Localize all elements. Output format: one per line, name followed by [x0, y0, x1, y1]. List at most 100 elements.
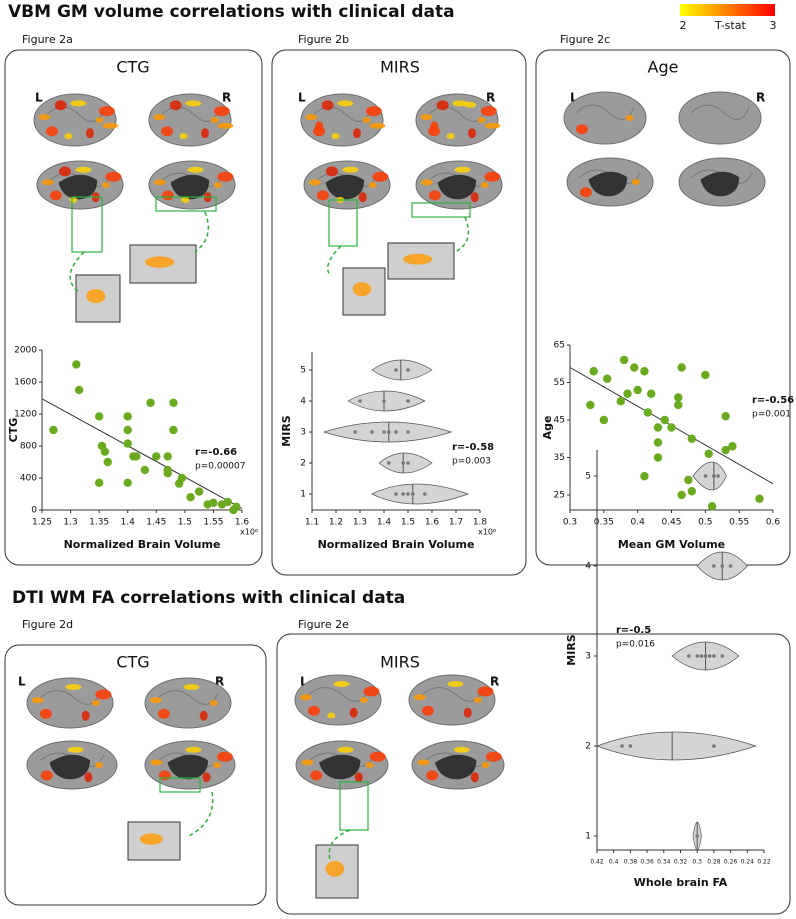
x-tick-label: 1.7: [449, 518, 463, 528]
point: [123, 425, 132, 435]
point: [394, 430, 398, 434]
point: [163, 452, 172, 461]
point: [699, 654, 704, 658]
activation: [307, 705, 320, 716]
point: [411, 492, 415, 496]
arrow: [194, 211, 210, 253]
brain-medial: [49, 754, 90, 780]
activation: [363, 686, 380, 697]
point: [177, 473, 187, 483]
x-tick-label: 1.3: [353, 518, 367, 528]
activation: [464, 101, 477, 108]
figure-label: Figure 2c: [560, 33, 610, 46]
point: [720, 564, 725, 568]
x-axis-label: Normalized Brain Volume: [318, 538, 475, 551]
point: [755, 494, 764, 503]
hemisphere-label: L: [298, 91, 306, 105]
point: [687, 434, 696, 443]
y-axis-label: MIRS: [565, 634, 578, 666]
activation: [299, 694, 312, 701]
activation: [95, 762, 103, 768]
roi-box: [155, 196, 217, 212]
activation: [213, 762, 221, 768]
x-tick-label: 1.55: [203, 518, 223, 528]
activation: [95, 689, 112, 700]
inset-activation: [403, 253, 433, 265]
point: [406, 430, 410, 434]
activation: [38, 114, 51, 121]
hemisphere-label: L: [18, 675, 26, 689]
point: [728, 442, 737, 451]
point: [653, 423, 663, 432]
point: [623, 389, 632, 398]
activation: [39, 708, 52, 719]
point: [146, 398, 155, 407]
panel-title: CTG: [116, 58, 149, 77]
point: [653, 438, 663, 447]
x-tick-label: 1.35: [89, 518, 109, 528]
point: [707, 654, 712, 658]
point: [716, 474, 720, 478]
activation: [58, 166, 71, 177]
point: [387, 461, 391, 465]
activation: [413, 694, 426, 701]
activation: [85, 128, 94, 139]
point: [406, 492, 410, 496]
activation: [470, 772, 479, 783]
violin: [378, 452, 433, 474]
x-tick-label: 0.3: [563, 518, 577, 528]
point: [382, 430, 386, 434]
point: [628, 744, 633, 748]
x-tick-label: 1.5: [401, 518, 415, 528]
activation: [365, 762, 374, 768]
activation: [69, 196, 78, 203]
point: [232, 502, 241, 511]
point: [406, 399, 410, 403]
x-tick-label: 0.28: [707, 859, 721, 866]
activation: [41, 179, 54, 186]
activation: [631, 179, 640, 185]
activation: [161, 190, 174, 201]
activation: [157, 708, 170, 719]
activation: [417, 759, 430, 766]
y-tick-label: 2000: [14, 346, 37, 356]
activation: [101, 182, 110, 188]
point: [94, 478, 104, 487]
panel-box: [276, 633, 791, 915]
activation: [95, 117, 104, 123]
point: [701, 370, 710, 380]
activation: [98, 106, 115, 117]
roi-box: [159, 777, 201, 793]
activation: [477, 686, 494, 697]
annotation: r=-0.56: [752, 395, 794, 406]
annotation: p=0.00007: [195, 462, 245, 472]
point: [647, 389, 656, 398]
x-tick-label: 1.1: [305, 518, 319, 528]
x-tick-label: 0.6: [766, 518, 781, 528]
activation: [436, 100, 449, 111]
hemisphere-label: L: [300, 675, 308, 689]
y-tick-label: 3: [300, 428, 306, 438]
activation: [446, 133, 455, 140]
activation: [576, 124, 589, 135]
point: [619, 355, 629, 365]
activation: [81, 710, 90, 721]
hemisphere-label: R: [490, 675, 499, 689]
point: [589, 367, 598, 376]
x-tick-label: 0.22: [757, 859, 771, 866]
y-tick-label: 1: [300, 490, 306, 500]
hemisphere-label: R: [222, 91, 231, 105]
activation: [473, 697, 482, 703]
x-tick-label: 0.45: [661, 518, 681, 528]
activation: [91, 700, 100, 706]
x-tick-label: 1.45: [146, 518, 166, 528]
point: [660, 415, 669, 425]
activation: [67, 746, 84, 753]
activation: [470, 192, 479, 203]
x-tick-label: 1.4: [377, 518, 392, 528]
point: [643, 408, 653, 417]
brain: [678, 91, 762, 145]
x-tick-label: 0.24: [741, 859, 755, 866]
point: [406, 461, 410, 465]
